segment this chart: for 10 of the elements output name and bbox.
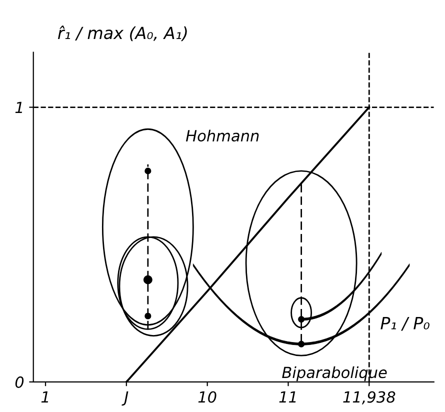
x-tick-label: 11 — [279, 391, 296, 403]
x-tick-label: 11,938 — [343, 391, 396, 404]
y-tick-label: 0 — [15, 376, 24, 388]
y-axis-title: r̂₁ / max (A₀, A₁) — [58, 26, 187, 42]
annotation: Hohmann — [186, 130, 259, 142]
x-tick-label: 1 — [41, 391, 48, 403]
x-tick-label: 10 — [198, 391, 216, 403]
x-axis-title: P₁ / P₀ — [380, 317, 430, 331]
annotation: Biparabolique — [282, 366, 387, 382]
x-tick-label: J — [122, 391, 128, 406]
